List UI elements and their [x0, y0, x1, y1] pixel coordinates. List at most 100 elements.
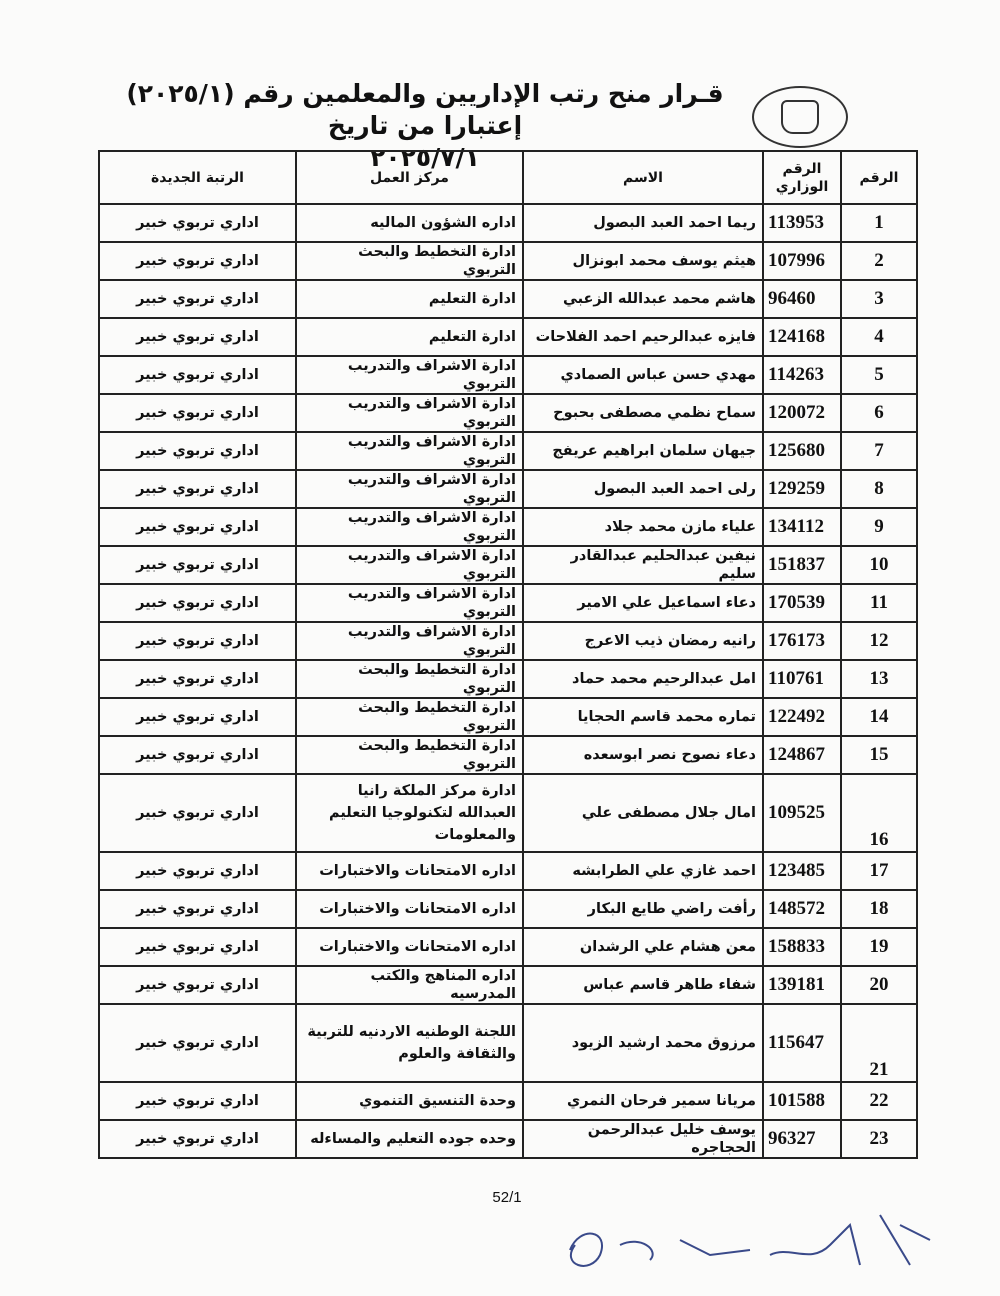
title-line-1: قـرار منح رتب الإداريين والمعلمين رقم (٢…: [126, 79, 724, 140]
new-rank: اداري تربوي خبير: [98, 851, 297, 891]
employee-name: نيفين عبدالحليم عبدالقادر سليم: [522, 545, 764, 585]
row-index: 16: [840, 773, 918, 853]
employee-name: مريانا سمير فرحان النمري: [522, 1081, 764, 1121]
table-row: 1 113953 ريما احمد العبد البصول اداره الشؤو…: [98, 203, 918, 243]
ministry-number: 129259: [762, 469, 842, 509]
table-row: 8 129259 رلى احمد العبد البصول ادارة الاشرا…: [98, 469, 918, 509]
new-rank: اداري تربوي خبير: [98, 469, 297, 509]
work-center: ادارة الاشراف والتدريب التربوي: [295, 507, 524, 547]
table-row: 16 109525 امال جلال مصطفى علي ادارة مركز ال…: [98, 773, 918, 853]
work-center: ادارة الاشراف والتدريب التربوي: [295, 583, 524, 623]
new-rank: اداري تربوي خبير: [98, 1081, 297, 1121]
work-center: اداره الامتحانات والاختبارات: [295, 927, 524, 967]
employee-name: هاشم محمد عبدالله الزعبي: [522, 279, 764, 319]
table-row: 5 114263 مهدي حسن عباس الصمادي ادارة الاشرا…: [98, 355, 918, 395]
table-row: 11 170539 دعاء اسماعيل علي الامير ادارة الا…: [98, 583, 918, 623]
row-index: 7: [840, 431, 918, 471]
row-index: 10: [840, 545, 918, 585]
col-name: الاسم: [522, 150, 764, 205]
promotions-table: الرقم الرقم الوزاري الاسم مركز العمل الر…: [98, 150, 918, 1159]
work-center: ادارة التخطيط والبحث التربوي: [295, 697, 524, 737]
row-index: 6: [840, 393, 918, 433]
table-row: 14 122492 تماره محمد قاسم الحجايا ادارة الت…: [98, 697, 918, 737]
table-header: الرقم الرقم الوزاري الاسم مركز العمل الر…: [98, 150, 918, 205]
row-index: 13: [840, 659, 918, 699]
table-row: 22 101588 مريانا سمير فرحان النمري وحدة الت…: [98, 1081, 918, 1121]
new-rank: اداري تربوي خبير: [98, 279, 297, 319]
new-rank: اداري تربوي خبير: [98, 507, 297, 547]
new-rank: اداري تربوي خبير: [98, 965, 297, 1005]
new-rank: اداري تربوي خبير: [98, 735, 297, 775]
ministry-number: 139181: [762, 965, 842, 1005]
work-center: اداره الامتحانات والاختبارات: [295, 889, 524, 929]
employee-name: امال جلال مصطفى علي: [522, 773, 764, 853]
row-index: 12: [840, 621, 918, 661]
ministry-number: 120072: [762, 393, 842, 433]
ministry-number: 123485: [762, 851, 842, 891]
ministry-number: 170539: [762, 583, 842, 623]
employee-name: يوسف خليل عبدالرحمن الحجاجره: [522, 1119, 764, 1159]
row-index: 19: [840, 927, 918, 967]
work-center: ادارة الاشراف والتدريب التربوي: [295, 355, 524, 395]
ministry-number: 107996: [762, 241, 842, 281]
employee-name: تماره محمد قاسم الحجايا: [522, 697, 764, 737]
ministry-number: 96327: [762, 1119, 842, 1159]
ministry-number: 122492: [762, 697, 842, 737]
new-rank: اداري تربوي خبير: [98, 203, 297, 243]
row-index: 23: [840, 1119, 918, 1159]
employee-name: علياء مازن محمد جلاد: [522, 507, 764, 547]
employee-name: دعاء نصوح نصر ابوسعده: [522, 735, 764, 775]
employee-name: جيهان سلمان ابراهيم عريفج: [522, 431, 764, 471]
work-center: ادارة التعليم: [295, 279, 524, 319]
new-rank: اداري تربوي خبير: [98, 393, 297, 433]
row-index: 4: [840, 317, 918, 357]
row-index: 20: [840, 965, 918, 1005]
table-row: 4 124168 فايزه عبدالرحيم احمد الفلاحات ادار…: [98, 317, 918, 357]
new-rank: اداري تربوي خبير: [98, 583, 297, 623]
col-new-rank: الرتبة الجديدة: [98, 150, 297, 205]
col-ministry-number: الرقم الوزاري: [762, 150, 842, 205]
signatures: [569, 1214, 931, 1267]
row-index: 17: [840, 851, 918, 891]
work-center: ادارة التخطيط والبحث التربوي: [295, 241, 524, 281]
employee-name: رانيه رمضان ذيب الاعرج: [522, 621, 764, 661]
employee-name: معن هشام علي الرشدان: [522, 927, 764, 967]
employee-name: سماح نظمي مصطفى بحبوح: [522, 393, 764, 433]
row-index: 8: [840, 469, 918, 509]
row-index: 2: [840, 241, 918, 281]
ministry-number: 115647: [762, 1003, 842, 1083]
table-row: 15 124867 دعاء نصوح نصر ابوسعده ادارة التخط…: [98, 735, 918, 775]
work-center: ادارة الاشراف والتدريب التربوي: [295, 469, 524, 509]
work-center: اللجنة الوطنيه الاردنيه للتربية والثقافة…: [295, 1003, 524, 1083]
employee-name: رأفت راضي طايع البكار: [522, 889, 764, 929]
ministry-number: 134112: [762, 507, 842, 547]
work-center: ادارة الاشراف والتدريب التربوي: [295, 545, 524, 585]
ministry-number: 109525: [762, 773, 842, 853]
ministry-number: 151837: [762, 545, 842, 585]
new-rank: اداري تربوي خبير: [98, 1003, 297, 1083]
col-index: الرقم: [840, 150, 918, 205]
work-center: اداره الامتحانات والاختبارات: [295, 851, 524, 891]
work-center: اداره الشؤون الماليه: [295, 203, 524, 243]
ministry-number: 114263: [762, 355, 842, 395]
ministry-number: 158833: [762, 927, 842, 967]
ministry-number: 113953: [762, 203, 842, 243]
employee-name: امل عبدالرحيم محمد حماد: [522, 659, 764, 699]
new-rank: اداري تربوي خبير: [98, 431, 297, 471]
row-index: 1: [840, 203, 918, 243]
work-center: ادارة مركز الملكة رانيا العبدالله لتكنول…: [295, 773, 524, 853]
work-center: ادارة الاشراف والتدريب التربوي: [295, 621, 524, 661]
table-row: 9 134112 علياء مازن محمد جلاد ادارة الاشراف…: [98, 507, 918, 547]
new-rank: اداري تربوي خبير: [98, 621, 297, 661]
work-center: اداره المناهج والكتب المدرسيه: [295, 965, 524, 1005]
table-sheet: الرقم الرقم الوزاري الاسم مركز العمل الر…: [98, 150, 918, 1206]
row-index: 21: [840, 1003, 918, 1083]
row-index: 18: [840, 889, 918, 929]
employee-name: رلى احمد العبد البصول: [522, 469, 764, 509]
table-row: 6 120072 سماح نظمي مصطفى بحبوح ادارة الاشرا…: [98, 393, 918, 433]
table-row: 17 123485 احمد غازي علي الطرابشه اداره الام…: [98, 851, 918, 891]
new-rank: اداري تربوي خبير: [98, 355, 297, 395]
ministry-number: 110761: [762, 659, 842, 699]
employee-name: دعاء اسماعيل علي الامير: [522, 583, 764, 623]
ministry-number: 101588: [762, 1081, 842, 1121]
